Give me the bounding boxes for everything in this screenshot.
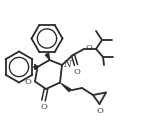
Text: O: O: [96, 107, 103, 115]
Polygon shape: [45, 53, 49, 60]
Text: O: O: [85, 44, 92, 52]
Text: O: O: [40, 103, 47, 111]
Polygon shape: [60, 83, 71, 92]
Text: O: O: [73, 67, 80, 75]
Text: O: O: [25, 77, 32, 85]
Text: N: N: [63, 60, 71, 69]
